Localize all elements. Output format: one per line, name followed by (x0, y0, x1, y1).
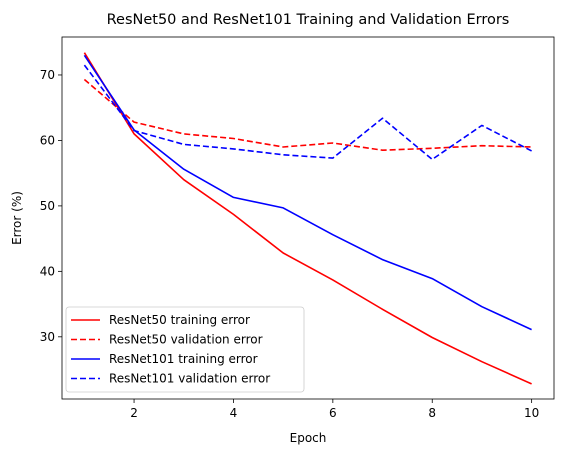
series-line-resnet50-training-error (83, 52, 532, 385)
series-line-resnet101-validation-error (83, 64, 532, 161)
x-tick-label: 4 (230, 406, 238, 420)
plot-lines (83, 52, 532, 385)
legend-label: ResNet50 validation error (109, 333, 263, 347)
x-tick-label: 10 (524, 406, 539, 420)
legend: ResNet50 training error ResNet50 validati… (65, 306, 305, 393)
chart-title: ResNet50 and ResNet101 Training and Vali… (107, 12, 510, 28)
legend-label: ResNet50 training error (109, 313, 250, 327)
x-axis-ticks: 2 4 6 8 10 (130, 399, 539, 420)
x-axis-title: Epoch (290, 431, 327, 445)
y-tick-label: 70 (40, 68, 55, 82)
legend-label: ResNet101 validation error (109, 372, 270, 386)
y-tick-label: 30 (40, 330, 55, 344)
x-tick-label: 6 (329, 406, 337, 420)
plot-frame (61, 36, 555, 400)
y-tick-label: 60 (40, 133, 55, 147)
y-axis-ticks: 30 40 50 60 70 (40, 68, 62, 344)
legend-label: ResNet101 training error (109, 352, 258, 366)
y-axis-title: Error (%) (10, 191, 24, 245)
y-tick-label: 50 (40, 199, 55, 213)
y-tick-label: 40 (40, 264, 55, 278)
series-line-resnet50-validation-error (83, 78, 532, 151)
x-tick-label: 8 (428, 406, 436, 420)
x-tick-label: 2 (130, 406, 138, 420)
legend-box (65, 306, 305, 393)
series-line-resnet101-training-error (83, 54, 532, 331)
